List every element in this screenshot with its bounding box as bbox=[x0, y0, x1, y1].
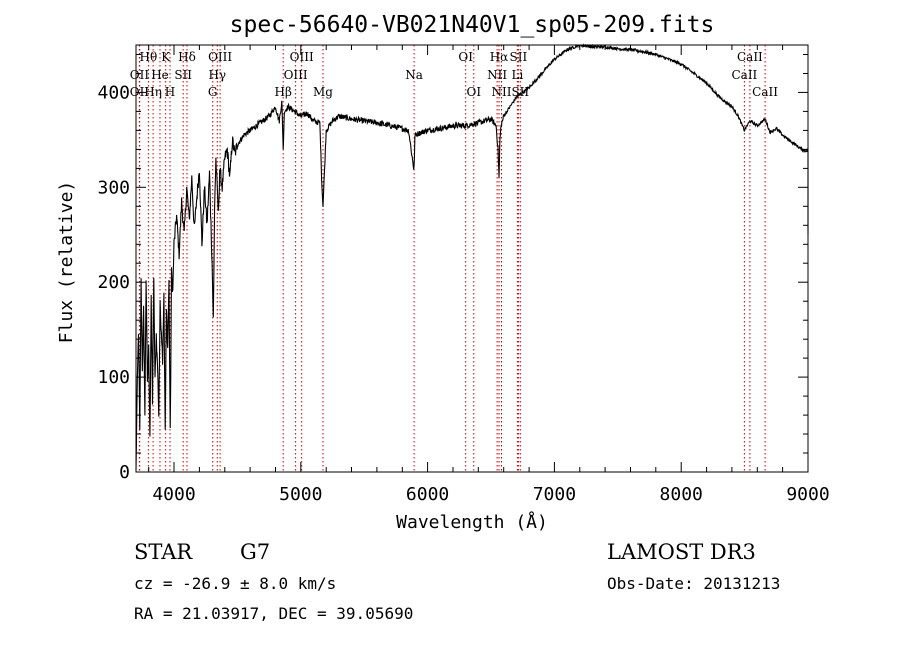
redshift-value: cz = -26.9 ± 8.0 km/s bbox=[134, 574, 337, 593]
line-label: CaII bbox=[752, 85, 778, 99]
y-tick-label: 300 bbox=[97, 177, 130, 198]
x-tick-label: 4000 bbox=[152, 484, 195, 505]
line-label: G bbox=[208, 85, 218, 99]
line-label: NII bbox=[487, 68, 507, 82]
chart-title: spec-56640-VB021N40V1_sp05-209.fits bbox=[230, 12, 715, 38]
y-axis: 0 100 200 300 400 bbox=[97, 54, 808, 483]
line-label: Na bbox=[405, 68, 423, 82]
survey-name: LAMOST DR3 bbox=[607, 540, 756, 564]
x-tick-label: 9000 bbox=[786, 484, 829, 505]
line-label: SII bbox=[510, 50, 528, 64]
x-axis: 4000 5000 6000 7000 8000 9000 bbox=[148, 45, 830, 505]
x-tick-label: 5000 bbox=[279, 484, 322, 505]
line-label: He bbox=[151, 68, 169, 82]
y-tick-label: 0 bbox=[119, 462, 130, 483]
line-label: CaII bbox=[737, 50, 763, 64]
coordinates: RA = 21.03917, DEC = 39.05690 bbox=[134, 604, 414, 623]
line-label: SII bbox=[174, 68, 192, 82]
line-label: NII bbox=[492, 85, 512, 99]
line-label: SII bbox=[511, 85, 529, 99]
y-tick-label: 400 bbox=[97, 82, 130, 103]
line-label: Hη bbox=[144, 85, 162, 99]
plot-frame bbox=[135, 44, 809, 473]
line-label: OIII bbox=[284, 68, 308, 82]
line-label: OII bbox=[130, 68, 150, 82]
line-label: H bbox=[165, 85, 175, 99]
line-label: OIII bbox=[290, 50, 314, 64]
x-tick-label: 8000 bbox=[660, 484, 703, 505]
y-tick-label: 200 bbox=[97, 272, 130, 293]
line-label: Hθ bbox=[140, 50, 158, 64]
object-subclass: G7 bbox=[240, 540, 271, 564]
x-tick-label: 7000 bbox=[533, 484, 576, 505]
y-axis-label: Flux (relative) bbox=[56, 181, 77, 344]
line-label: Li bbox=[511, 68, 523, 82]
line-label: CaII bbox=[731, 68, 757, 82]
line-label: OI bbox=[458, 50, 473, 64]
x-axis-label: Wavelength (Å) bbox=[396, 511, 548, 533]
line-label: Mg bbox=[313, 85, 333, 99]
obs-date: Obs-Date: 20131213 bbox=[607, 574, 781, 593]
line-label: K bbox=[161, 50, 171, 64]
spectrum-line bbox=[135, 43, 809, 470]
line-label: Hβ bbox=[274, 85, 291, 99]
y-tick-label: 100 bbox=[97, 367, 130, 388]
x-tick-label: 6000 bbox=[406, 484, 449, 505]
line-label: Hδ bbox=[178, 50, 196, 64]
line-label: OIII bbox=[208, 50, 232, 64]
line-label: Hα bbox=[490, 50, 509, 64]
object-class: STAR bbox=[134, 540, 193, 564]
line-label: Hγ bbox=[208, 68, 226, 82]
line-label: OI bbox=[467, 85, 482, 99]
emission-line-markers bbox=[138, 45, 766, 472]
